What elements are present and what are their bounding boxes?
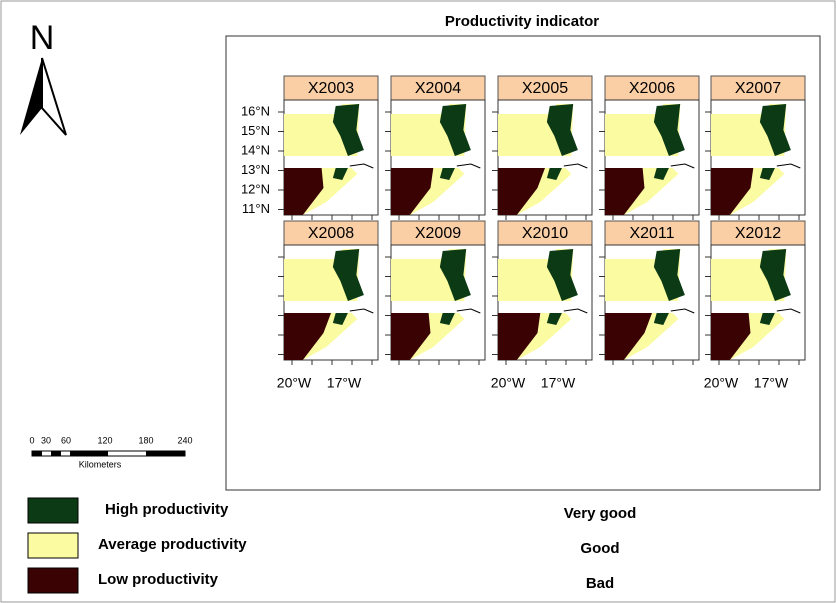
lon-label: 17°W — [327, 375, 362, 391]
panel-label: X2004 — [415, 80, 461, 97]
panel-header — [710, 75, 806, 101]
lat-label: 11°N — [242, 201, 270, 216]
land-south-high — [653, 313, 669, 325]
border-line — [776, 308, 801, 314]
lat-label: 13°N — [241, 162, 270, 177]
land-high — [439, 249, 471, 301]
north-arrow — [20, 57, 67, 136]
panel-label: X2008 — [308, 225, 354, 242]
lon-label: 20°W — [704, 375, 739, 391]
scale-tick-label: 240 — [177, 435, 192, 445]
land-south-high — [759, 168, 775, 180]
land-south-high — [332, 313, 348, 325]
land-south-low — [284, 168, 324, 215]
panel-header — [604, 220, 700, 246]
panel-label: X2005 — [522, 80, 568, 97]
border-line — [563, 163, 588, 169]
land-south-low — [284, 313, 331, 360]
border-line — [776, 163, 801, 169]
scale-tick-label: 30 — [41, 435, 51, 445]
land-south-high — [546, 168, 562, 180]
panel-label: X2003 — [308, 80, 354, 97]
land-south-low — [605, 313, 652, 360]
legend-rating: Very good — [564, 505, 637, 522]
border-line — [456, 163, 481, 169]
border-line — [563, 308, 588, 314]
land-high — [653, 249, 685, 301]
panel-header — [283, 75, 379, 101]
panel-label: X2012 — [735, 225, 781, 242]
lon-label: 17°W — [541, 375, 576, 391]
land-high — [546, 104, 578, 156]
scale-bar — [31, 450, 186, 457]
lat-label: 15°N — [241, 123, 270, 138]
land-south-low — [391, 168, 434, 215]
border-line — [670, 308, 695, 314]
land-south-low — [498, 168, 545, 215]
land-high — [759, 249, 791, 301]
lat-label: 16°N — [241, 103, 270, 118]
land-high — [653, 104, 685, 156]
land-south-low — [711, 313, 751, 360]
legend-swatch — [27, 497, 79, 524]
border-line — [670, 163, 695, 169]
panel-header — [390, 220, 486, 246]
panel-header — [710, 220, 806, 246]
panel-header — [497, 220, 593, 246]
scale-unit: Kilometers — [79, 459, 122, 469]
land-south-high — [439, 313, 455, 325]
lat-label: 14°N — [241, 142, 270, 157]
land-high — [546, 249, 578, 301]
land-south-high — [439, 168, 455, 180]
legend-label: Low productivity — [98, 571, 219, 588]
land-south-high — [546, 313, 562, 325]
land-south-low — [391, 313, 431, 360]
lon-label: 17°W — [754, 375, 789, 391]
scale-tick-label: 120 — [97, 435, 112, 445]
panel-label: X2011 — [629, 225, 674, 242]
border-line — [349, 163, 374, 169]
land-high — [759, 104, 791, 156]
panel-label: X2010 — [522, 225, 568, 242]
panel-header — [283, 220, 379, 246]
legend-rating: Good — [580, 540, 619, 557]
panel-label: X2006 — [629, 80, 675, 97]
map-frame — [225, 35, 821, 491]
panel-header — [390, 75, 486, 101]
land-south-low — [605, 168, 645, 215]
panel-header — [604, 75, 700, 101]
land-south-low — [711, 168, 754, 215]
scale-tick-label: 180 — [138, 435, 153, 445]
border-line — [349, 308, 374, 314]
north-label: N — [30, 19, 55, 57]
legend-label: Average productivity — [98, 536, 247, 553]
legend-swatch — [27, 532, 79, 559]
scale-tick-label: 60 — [61, 435, 71, 445]
lat-label: 12°N — [241, 181, 270, 196]
scale-tick-label: 0 — [29, 435, 34, 445]
lon-label: 20°W — [277, 375, 312, 391]
legend-rating: Bad — [586, 575, 614, 592]
land-high — [332, 249, 364, 301]
panel-label: X2009 — [415, 225, 461, 242]
land-south-high — [759, 313, 775, 325]
land-high — [439, 104, 471, 156]
land-high — [332, 104, 364, 156]
panel-header — [497, 75, 593, 101]
land-south-low — [498, 313, 541, 360]
land-south-high — [653, 168, 669, 180]
title: Productivity indicator — [445, 13, 599, 30]
border-line — [456, 308, 481, 314]
lon-label: 20°W — [491, 375, 526, 391]
panel-label: X2007 — [735, 80, 781, 97]
land-south-high — [332, 168, 348, 180]
legend-label: High productivity — [105, 501, 229, 518]
legend-swatch — [27, 567, 79, 594]
